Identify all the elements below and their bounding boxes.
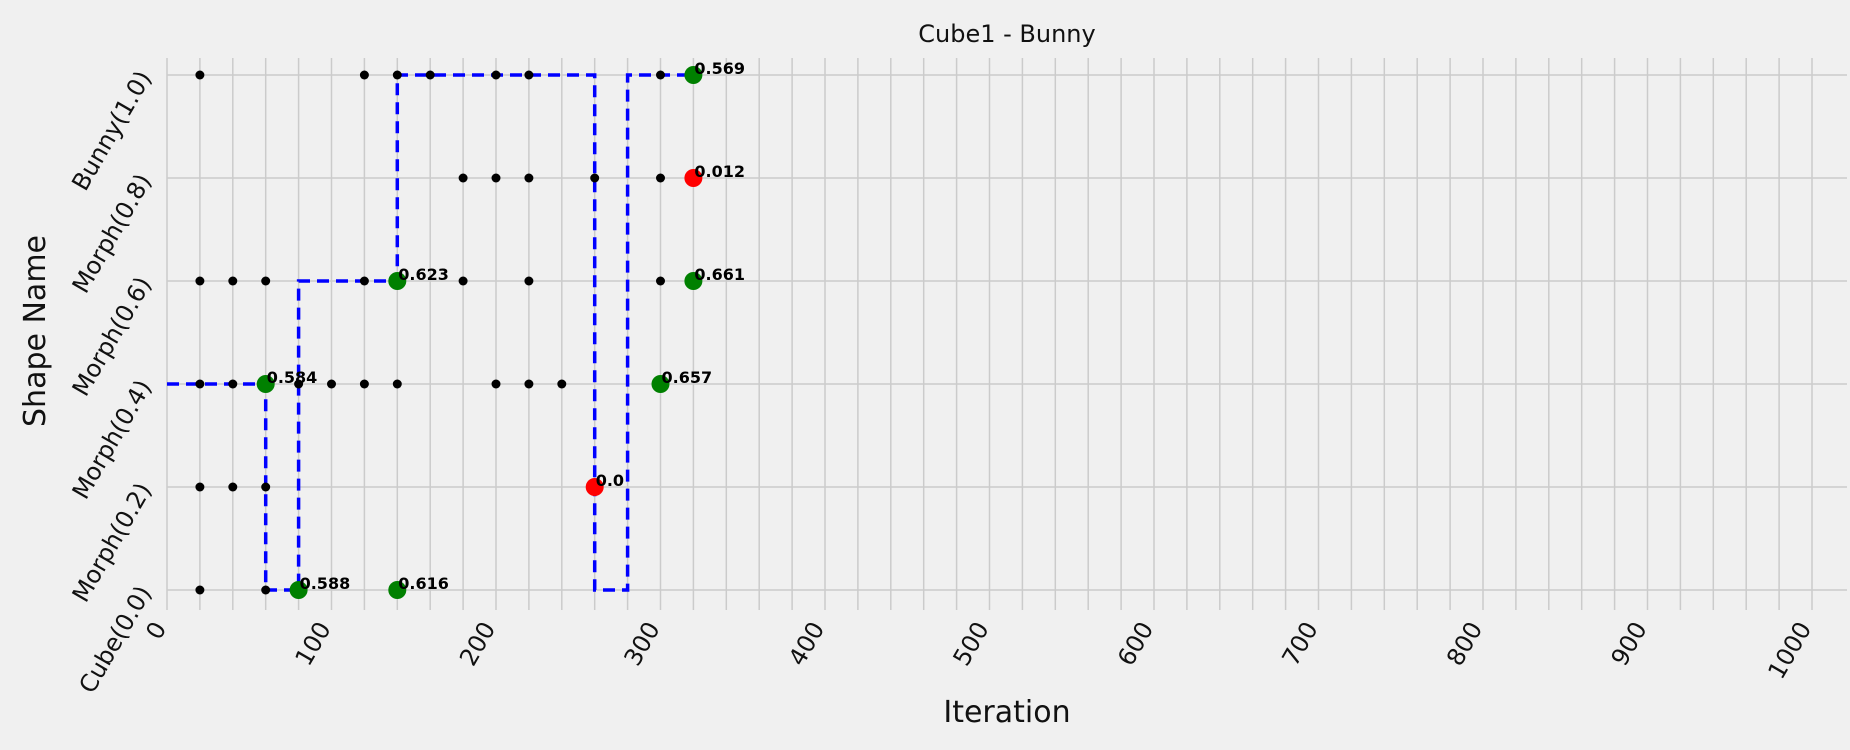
small-point bbox=[359, 379, 369, 389]
scored-point bbox=[684, 272, 703, 290]
small-point bbox=[524, 70, 534, 80]
small-point bbox=[392, 70, 402, 80]
y-axis-label: Shape Name bbox=[18, 235, 53, 427]
small-point bbox=[359, 70, 369, 80]
point-label: 0.588 bbox=[300, 574, 351, 593]
point-label: 0.584 bbox=[267, 368, 318, 387]
point-label: 0.569 bbox=[694, 59, 745, 78]
small-point bbox=[228, 276, 238, 286]
scored-point bbox=[256, 375, 275, 393]
small-point bbox=[195, 379, 205, 389]
small-point bbox=[557, 379, 567, 389]
grid bbox=[166, 58, 1847, 610]
point-label: 0.012 bbox=[694, 162, 745, 181]
small-point bbox=[195, 482, 205, 492]
scored-point bbox=[651, 375, 670, 393]
small-point bbox=[228, 482, 238, 492]
scored-point bbox=[289, 581, 308, 599]
small-point bbox=[261, 482, 271, 492]
small-point bbox=[491, 173, 501, 183]
small-point bbox=[656, 173, 665, 183]
small-point bbox=[327, 379, 336, 389]
small-point bbox=[524, 379, 534, 389]
point-labels: 0.584 0.588 0.623 0.616 0.0 0.657 0.569 0.012 0.… bbox=[267, 59, 745, 593]
small-point bbox=[458, 276, 468, 286]
small-point bbox=[491, 70, 501, 80]
small-point bbox=[656, 276, 665, 286]
small-point bbox=[392, 379, 402, 389]
small-point bbox=[656, 70, 665, 80]
small-point bbox=[261, 585, 271, 595]
small-point bbox=[195, 70, 205, 80]
points-layer bbox=[195, 66, 703, 599]
small-point bbox=[458, 173, 468, 183]
point-label: 0.616 bbox=[398, 574, 449, 593]
small-point bbox=[261, 276, 271, 286]
scored-point bbox=[684, 66, 703, 84]
scored-point bbox=[388, 272, 407, 290]
point-label: 0.623 bbox=[398, 265, 449, 284]
small-point bbox=[359, 276, 369, 286]
x-axis-label: Iteration bbox=[943, 695, 1070, 730]
small-point bbox=[524, 173, 534, 183]
small-point bbox=[228, 379, 238, 389]
path-layer bbox=[167, 73, 694, 592]
small-point bbox=[425, 70, 435, 80]
small-point bbox=[524, 276, 534, 286]
small-point bbox=[195, 276, 205, 286]
point-label: 0.661 bbox=[694, 265, 745, 284]
small-point bbox=[590, 173, 600, 183]
small-point bbox=[195, 585, 205, 595]
path-line bbox=[167, 73, 694, 592]
scored-point bbox=[388, 581, 407, 599]
small-point bbox=[491, 379, 501, 389]
point-label: 0.0 bbox=[596, 471, 624, 490]
small-point bbox=[294, 379, 304, 389]
chart-title: Cube1 - Bunny bbox=[918, 20, 1095, 48]
scored-point bbox=[684, 169, 703, 187]
point-label: 0.657 bbox=[662, 368, 713, 387]
scored-point bbox=[585, 478, 604, 496]
